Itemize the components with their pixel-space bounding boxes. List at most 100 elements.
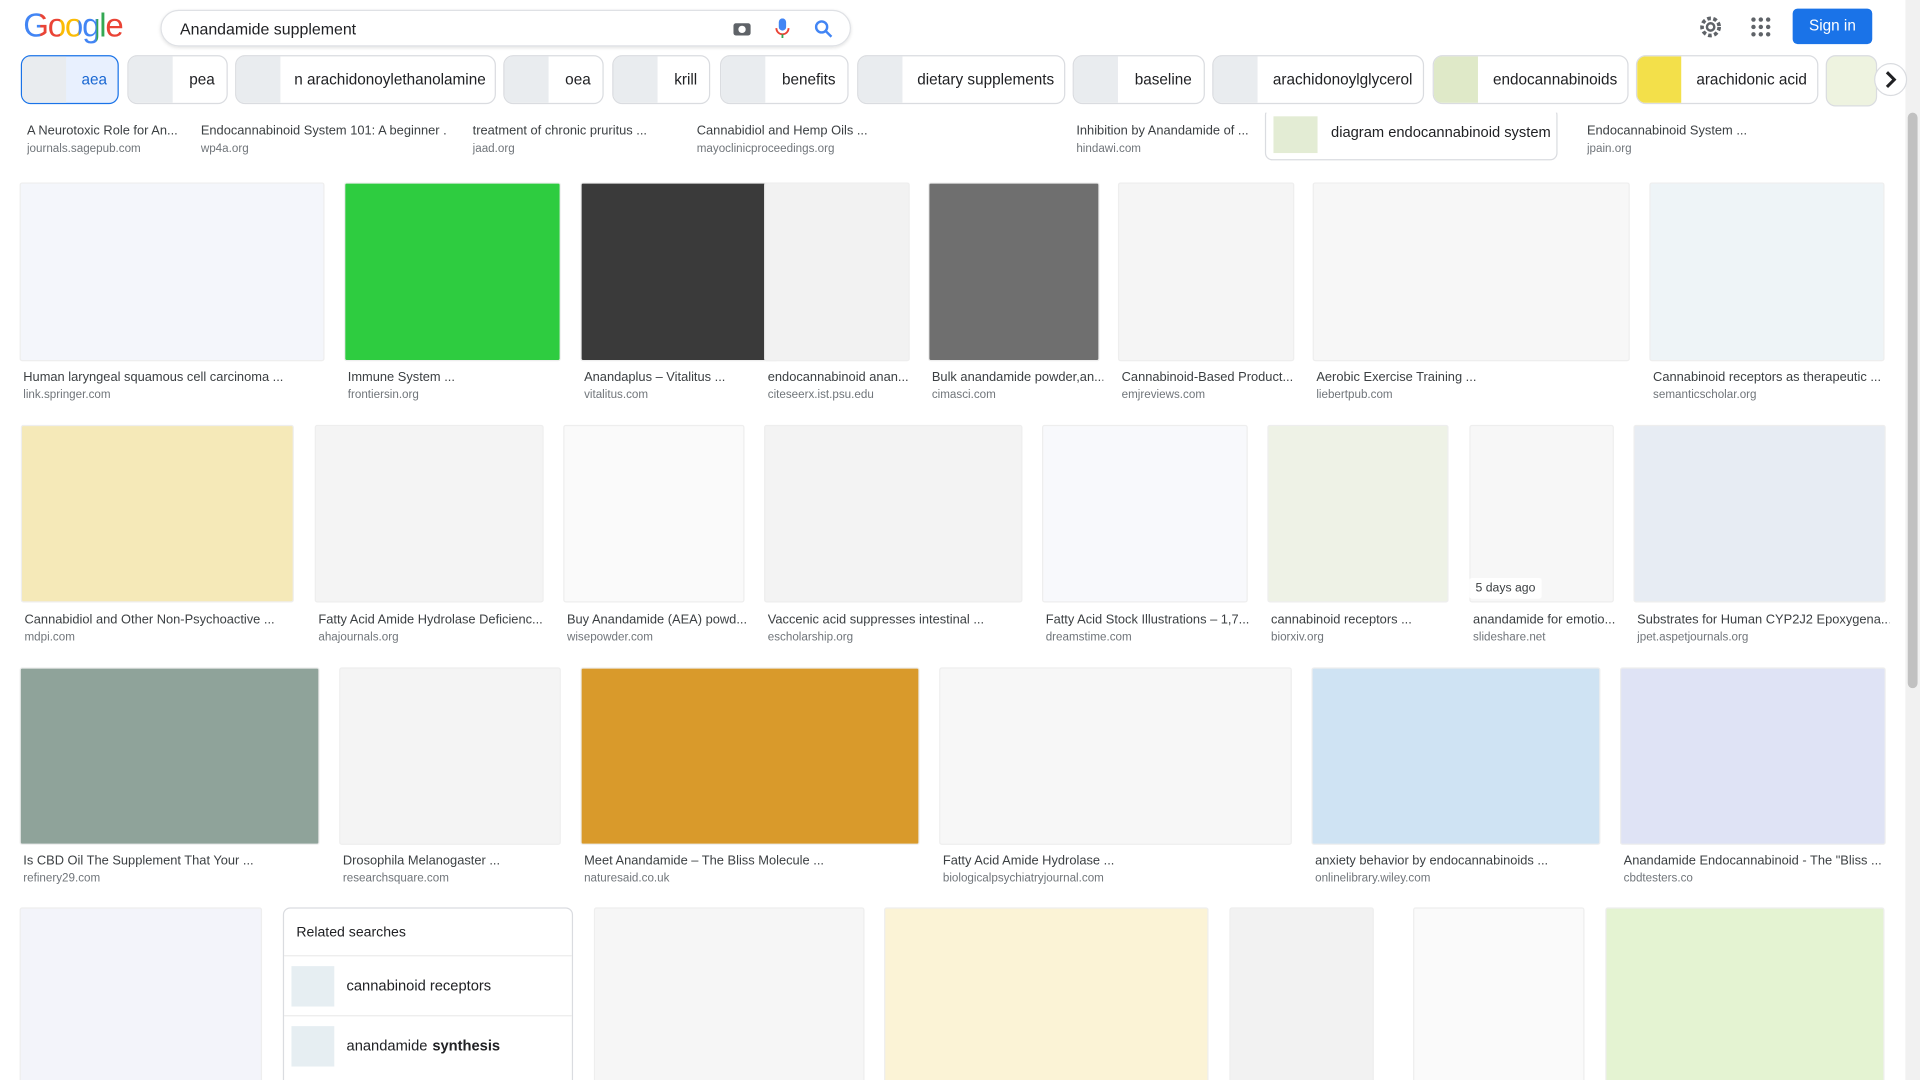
thumbnail[interactable] (1042, 424, 1248, 603)
result-source[interactable]: wisepowder.com (566, 630, 653, 645)
result-title[interactable]: anxiety behavior by endocannabinoids ... (1315, 853, 1549, 869)
result-source[interactable]: dreamstime.com (1045, 630, 1132, 645)
result-source[interactable]: liebertpub.com (1316, 388, 1393, 402)
thumbnail[interactable] (764, 424, 1023, 603)
result-source[interactable]: researchsquare.com (342, 871, 449, 886)
thumbnail[interactable] (1229, 907, 1374, 1080)
result-source[interactable]: onlinelibrary.wiley.com (1315, 871, 1431, 886)
result-title[interactable]: cannabinoid receptors ... (1271, 612, 1412, 627)
chip[interactable]: oea (503, 55, 604, 105)
chips-next-arrow[interactable] (1873, 62, 1908, 97)
thumbnail[interactable] (314, 424, 544, 603)
result-source[interactable]: emjreviews.com (1121, 388, 1206, 402)
result-title[interactable]: Cannabidiol and Other Non-Psychoactive .… (24, 612, 275, 627)
result-title[interactable]: Substrates for Human CYP2J2 Epoxygena... (1637, 612, 1890, 627)
result-title[interactable]: Human laryngeal squamous cell carcinoma … (23, 369, 284, 385)
thumbnail[interactable] (1649, 182, 1885, 362)
chip[interactable]: n arachidonoylethanolamine (235, 55, 496, 105)
result-source[interactable]: jpet.aspetjournals.org (1637, 630, 1749, 645)
thumbnail[interactable] (764, 182, 910, 362)
thumbnail[interactable] (1413, 907, 1585, 1080)
result-source[interactable]: mayoclinicproceedings.org (696, 142, 835, 156)
sign-in-button[interactable]: Sign in (1792, 8, 1873, 45)
related-search-bold[interactable]: synthesis (432, 1037, 501, 1055)
chip-label[interactable]: n arachidonoylethanolamine (294, 71, 486, 89)
related-search[interactable]: anandamide synthesis (284, 1015, 572, 1076)
scrollbar[interactable] (1905, 0, 1920, 1080)
thumbnail[interactable] (884, 907, 1209, 1080)
thumbnail[interactable] (593, 907, 865, 1080)
result-source[interactable]: vitalitus.com (584, 388, 649, 402)
result-title[interactable]: Anandaplus – Vitalitus ... (584, 369, 726, 385)
result-source[interactable]: biorxiv.org (1271, 630, 1324, 645)
result-title[interactable]: Fatty Acid Amide Hydrolase Deficienc... (318, 612, 543, 627)
thumbnail[interactable] (1620, 667, 1886, 845)
thumbnail[interactable] (1312, 182, 1630, 362)
chip[interactable]: arachidonic acid (1635, 55, 1819, 105)
chip-thumbnail[interactable] (613, 56, 658, 103)
thumbnail[interactable] (1117, 182, 1295, 362)
chip-thumbnail[interactable] (1637, 56, 1682, 103)
result-title[interactable]: Endocannabinoid System ... (1586, 123, 1748, 139)
thumbnail[interactable] (1469, 424, 1614, 603)
thumbnail[interactable] (1267, 424, 1449, 603)
result-source[interactable]: citeseerx.ist.psu.edu (767, 388, 874, 402)
chip[interactable]: baseline (1072, 55, 1205, 105)
camera-icon[interactable] (732, 20, 752, 37)
result-source[interactable]: mdpi.com (24, 630, 75, 645)
chip-label[interactable]: pea (189, 71, 215, 89)
thumbnail[interactable] (339, 667, 561, 845)
chip-thumbnail[interactable] (128, 56, 173, 103)
chip-label[interactable]: aea (81, 71, 108, 89)
result-source[interactable]: jpain.org (1586, 142, 1632, 156)
settings-icon[interactable] (1698, 15, 1722, 39)
chip[interactable]: endocannabinoids (1432, 55, 1629, 105)
chip[interactable]: arachidonoylglycerol (1212, 55, 1425, 105)
related-search-plain[interactable]: cannabinoid receptors (346, 977, 492, 995)
result-source[interactable]: link.springer.com (23, 388, 111, 402)
related-search-text[interactable]: cannabinoid receptors (347, 977, 492, 994)
related-search-plain[interactable]: anandamide (346, 1037, 428, 1055)
result-source[interactable]: cimasci.com (931, 388, 996, 402)
result-title[interactable]: Cannabinoid receptors as therapeutic ... (1653, 369, 1882, 385)
related-search-thumbnail[interactable] (291, 966, 335, 1007)
result-source[interactable]: frontiersin.org (347, 388, 419, 402)
chip-label[interactable]: baseline (1134, 71, 1192, 89)
result-source[interactable]: jaad.org (472, 142, 515, 156)
result-source[interactable]: journals.sagepub.com (26, 142, 141, 156)
thumbnail[interactable] (939, 667, 1292, 845)
thumbnail[interactable] (19, 667, 320, 845)
thumbnail[interactable] (580, 182, 779, 362)
chip-label[interactable]: arachidonic acid (1696, 71, 1807, 89)
chip-label[interactable]: dietary supplements (917, 71, 1055, 89)
result-title[interactable]: treatment of chronic pruritus ... (472, 123, 648, 139)
result-title[interactable]: Aerobic Exercise Training ... (1316, 369, 1477, 385)
chip-thumbnail[interactable] (22, 56, 67, 103)
result-source[interactable]: refinery29.com (23, 871, 101, 886)
result-title[interactable]: Fatty Acid Stock Illustrations – 1,7... (1045, 612, 1250, 627)
related-search-thumbnail[interactable] (291, 1026, 335, 1067)
chip-label[interactable]: endocannabinoids (1492, 71, 1618, 89)
result-title[interactable]: Immune System ... (347, 369, 455, 385)
result-title[interactable]: Anandamide Endocannabinoid - The "Bliss … (1623, 853, 1882, 869)
chip-thumbnail[interactable] (236, 56, 281, 103)
chip-label[interactable]: benefits (781, 71, 836, 89)
thumbnail[interactable] (1605, 907, 1885, 1080)
result-title[interactable]: A Neurotoxic Role for An... (26, 123, 178, 139)
result-source[interactable]: slideshare.net (1473, 630, 1546, 645)
thumbnail[interactable] (563, 424, 745, 603)
result-title[interactable]: Buy Anandamide (AEA) powd... (566, 612, 748, 627)
result-source[interactable]: biologicalpsychiatryjournal.com (942, 871, 1104, 886)
apps-icon[interactable] (1751, 17, 1771, 37)
result-source[interactable]: escholarship.org (767, 630, 854, 645)
chip-thumbnail[interactable] (1213, 56, 1258, 103)
result-source[interactable]: cbdtesters.co (1623, 871, 1693, 886)
result-title[interactable]: Meet Anandamide – The Bliss Molecule ... (584, 853, 824, 869)
chip-thumbnail[interactable] (1073, 56, 1118, 103)
thumbnail[interactable] (1311, 667, 1601, 845)
search-input[interactable]: Anandamide supplement (180, 19, 357, 38)
thumbnail[interactable] (19, 182, 325, 362)
result-title[interactable]: endocannabinoid anan... (767, 369, 909, 385)
result-source[interactable]: semanticscholar.org (1653, 388, 1757, 402)
related-search[interactable]: cannabinoid receptors (284, 955, 572, 1016)
